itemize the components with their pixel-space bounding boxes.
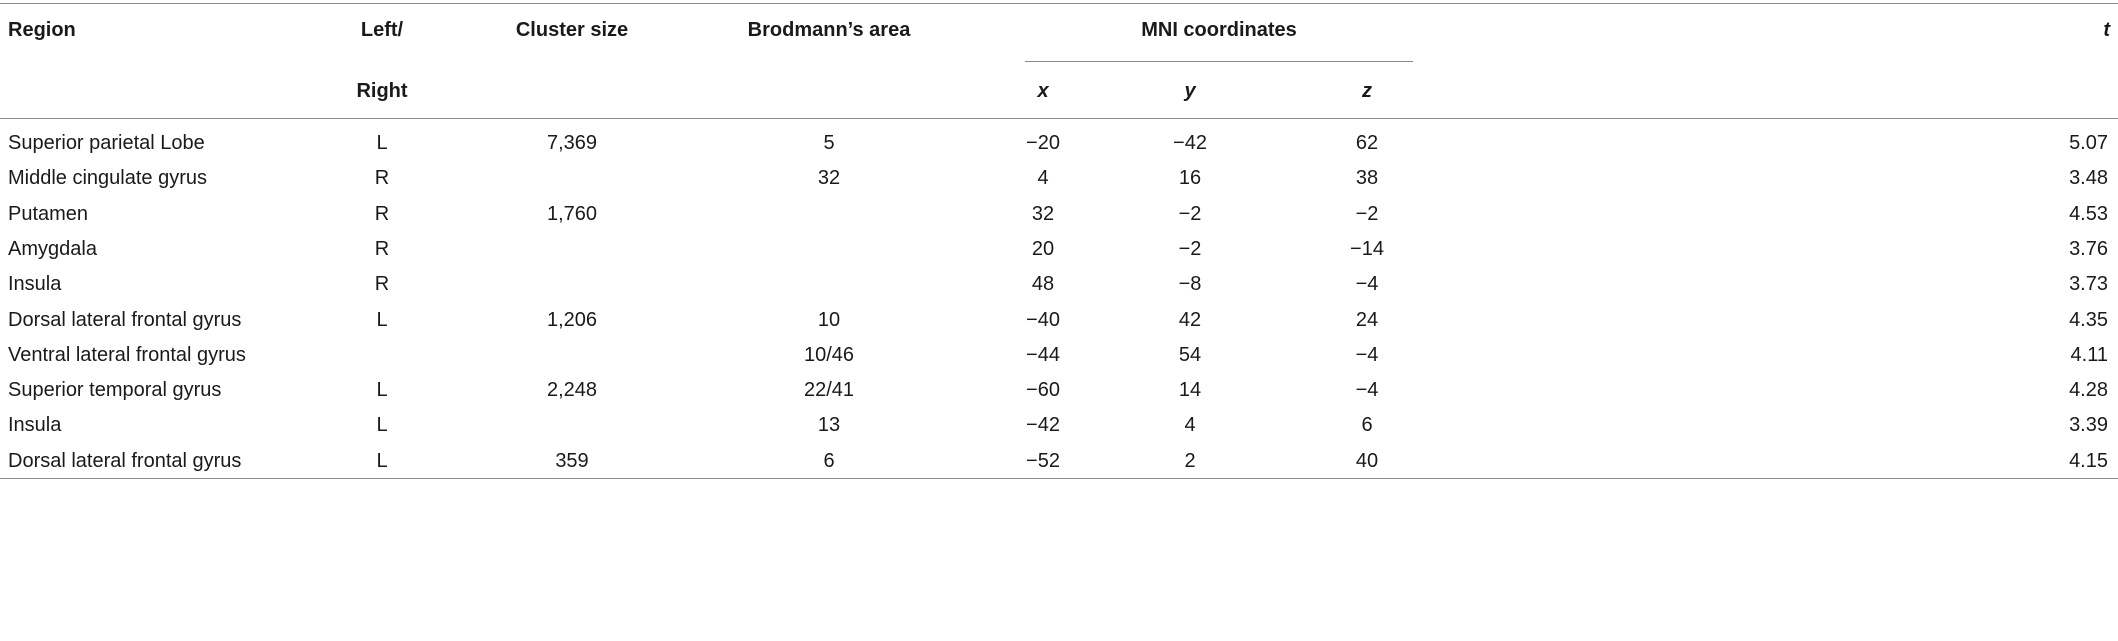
table-cell: 5.07 (2069, 132, 2108, 154)
table-cell: 48 (1031, 273, 1055, 296)
table-cell: 4 (1184, 414, 1196, 437)
table-cell: 32 (817, 167, 841, 190)
table-cell: 7,369 (546, 132, 598, 154)
table-cell: −14 (1350, 237, 1384, 260)
table-cell: −8 (1178, 273, 1202, 296)
table-cell: Ventral lateral frontal gyrus (8, 343, 246, 366)
header-cell: MNI coordinates (1141, 19, 1297, 41)
table-cell: 13 (817, 414, 841, 437)
table-cell: −2 (1178, 202, 1202, 225)
table-cell: L (376, 132, 388, 154)
table-cell: 40 (1355, 449, 1379, 472)
table-cell: 10 (817, 308, 841, 331)
table-cell: 4.35 (2069, 308, 2108, 331)
header-cell: Left/ (360, 19, 404, 41)
mni-rule (1025, 61, 1413, 62)
header-rule (0, 118, 2118, 119)
header-cell: x (1037, 80, 1049, 102)
table-cell: 32 (1031, 202, 1055, 225)
header-cell: Cluster size (515, 19, 629, 41)
table-cell: 20 (1031, 237, 1055, 260)
header-cell: Region (8, 19, 76, 41)
table-cell: L (376, 379, 388, 402)
header-cell: Brodmann’s area (747, 19, 911, 41)
header-cell: t (2103, 19, 2110, 41)
table-cell: 54 (1178, 343, 1202, 366)
table-cell: L (376, 308, 388, 331)
table-cell: 10/46 (803, 343, 855, 366)
table-cell: Dorsal lateral frontal gyrus (8, 449, 242, 472)
table-cell: 359 (555, 449, 589, 472)
table-cell: 2,248 (546, 379, 598, 402)
table-cell: 16 (1178, 167, 1202, 190)
table-cell: −42 (1026, 414, 1060, 437)
table-cell: Insula (8, 414, 62, 437)
table-cell: 4.28 (2069, 379, 2108, 402)
table-cell: Insula (8, 273, 62, 296)
table-cell: L (376, 414, 388, 437)
table-cell: L (376, 449, 388, 472)
table-cell: −2 (1355, 202, 1379, 225)
table-cell: −52 (1026, 449, 1060, 472)
table-cell: 24 (1355, 308, 1379, 331)
table-cell: 3.73 (2069, 273, 2108, 296)
bottom-rule (0, 478, 2118, 479)
table-cell: −44 (1026, 343, 1060, 366)
table-cell: Amygdala (8, 237, 97, 260)
table-cell: −2 (1178, 237, 1202, 260)
table-cell: Dorsal lateral frontal gyrus (8, 308, 242, 331)
top-rule (0, 3, 2118, 4)
table-cell: 4.15 (2069, 449, 2108, 472)
table-cell: Superior temporal gyrus (8, 379, 222, 402)
header-cell: y (1184, 80, 1196, 102)
header-cell: z (1362, 80, 1372, 102)
table-cell: −4 (1355, 343, 1379, 366)
table-cell: R (374, 237, 390, 260)
table-cell: 2 (1184, 449, 1196, 472)
table-cell: 3.76 (2069, 237, 2108, 260)
table-cell: 5 (823, 132, 835, 154)
table-cell: −42 (1173, 132, 1207, 154)
table-cell: −20 (1026, 132, 1060, 154)
table-cell: −40 (1026, 308, 1060, 331)
table-cell: 6 (1361, 414, 1373, 437)
table-cell: 4.53 (2069, 202, 2108, 225)
table-cell: 3.48 (2069, 167, 2108, 190)
table-cell: −60 (1026, 379, 1060, 402)
table-cell: 14 (1178, 379, 1202, 402)
table-cell: 4.11 (2070, 343, 2108, 366)
table-cell: Superior parietal Lobe (8, 132, 205, 154)
table-cell: 38 (1355, 167, 1379, 190)
table-cell: R (374, 273, 390, 296)
table-cell: 62 (1355, 132, 1379, 154)
table-cell: Putamen (8, 202, 89, 225)
table-cell: 42 (1178, 308, 1202, 331)
table-cell: 4 (1037, 167, 1049, 190)
table-cell: 1,760 (546, 202, 598, 225)
table-cell: R (374, 167, 390, 190)
table-cell: 3.39 (2069, 414, 2108, 437)
table-cell: 22/41 (803, 379, 855, 402)
table-cell: R (374, 202, 390, 225)
table-cell: −4 (1355, 379, 1379, 402)
table-cell: Middle cingulate gyrus (8, 167, 207, 190)
table-cell: 1,206 (546, 308, 598, 331)
table-cell: 6 (823, 449, 835, 472)
table-cell: −4 (1355, 273, 1379, 296)
header-cell: Right (356, 80, 408, 102)
